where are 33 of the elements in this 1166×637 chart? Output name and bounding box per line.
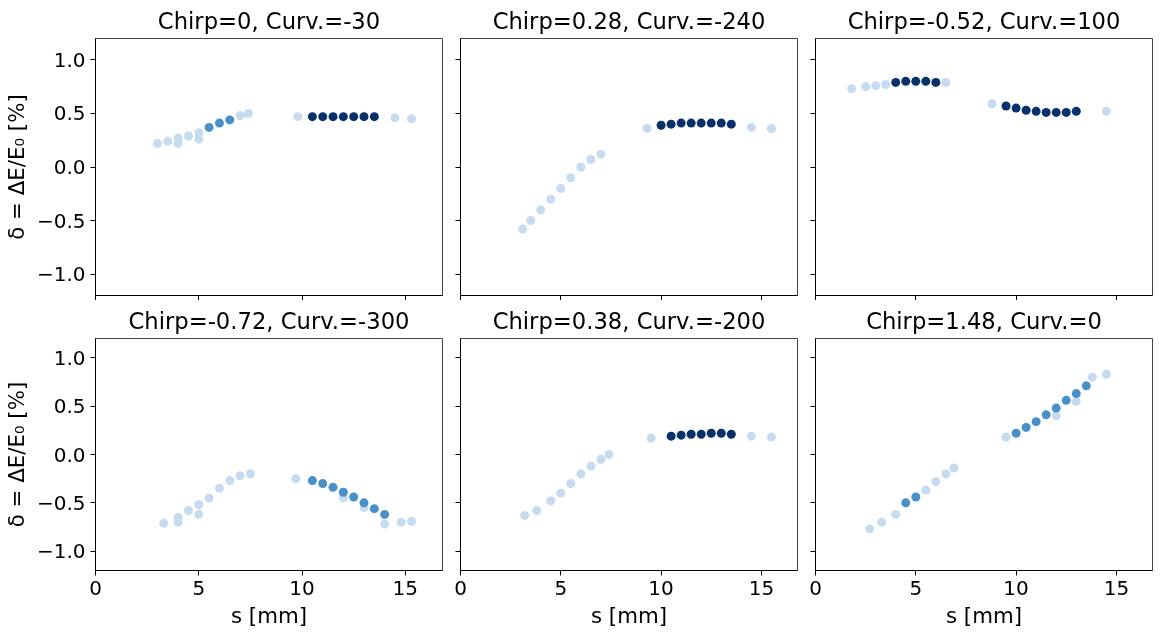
y-tick-label: −0.5 [36,208,86,233]
chart-title: Chirp=0.28, Curv.=-240 [492,7,766,34]
x-tick-label: 0 [89,575,102,600]
chart-title: Chirp=0.38, Curv.=-200 [492,307,766,334]
y-tick-label: 0.0 [53,442,86,467]
y-tick-label: 0.5 [53,394,86,419]
x-tick-label: 5 [192,575,206,600]
y-tick-label: 0.5 [53,101,86,126]
x-axis-title: s [mm] [230,602,308,628]
x-tick-label: 10 [648,575,674,600]
x-tick-label: 15 [748,575,775,600]
x-tick-label: 15 [1103,575,1130,600]
x-tick-label: 0 [809,575,822,600]
x-tick-label: 15 [392,575,419,600]
x-axis-title: s [mm] [945,602,1023,628]
chart-title: Chirp=1.48, Curv.=0 [866,307,1102,334]
x-tick-label: 10 [1003,575,1029,600]
x-tick-label: 0 [454,575,467,600]
x-tick-label: 5 [909,575,923,600]
y-axis-title: δ = ΔE/E₀ [%] [3,94,29,240]
x-axis-title: s [mm] [590,602,668,628]
y-tick-label: −1.0 [36,262,86,287]
y-tick-label: 1.0 [53,345,86,370]
y-tick-label: 0.0 [53,155,86,179]
y-tick-label: 1.0 [53,47,86,72]
chart-title: Chirp=-0.52, Curv.=100 [847,7,1121,34]
x-tick-label: 5 [554,575,568,600]
y-axis-title: δ = ΔE/E₀ [%] [3,381,29,528]
y-tick-label: −0.5 [36,490,86,515]
y-tick-label: −1.0 [36,539,86,564]
chart-title: Chirp=-0.72, Curv.=-300 [128,307,410,334]
chart-title: Chirp=0, Curv.=-30 [157,7,381,34]
x-tick-label: 10 [289,575,315,600]
